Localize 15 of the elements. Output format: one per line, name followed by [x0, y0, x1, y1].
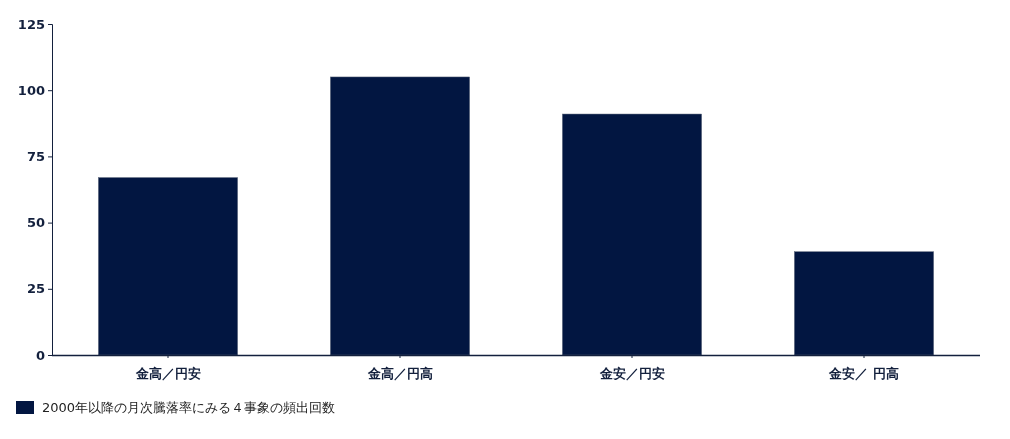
y-tick-label: 25: [26, 281, 45, 297]
x-tick-label: 金高／円安: [134, 365, 201, 381]
x-tick-label: 金安／円安: [598, 365, 665, 381]
x-tick-label: 金高／円高: [366, 365, 433, 381]
bar: [794, 251, 934, 356]
y-tick-label: 100: [17, 82, 45, 98]
y-tick-label: 0: [35, 347, 45, 363]
bar: [98, 177, 238, 356]
bar: [330, 76, 470, 356]
x-tick-label: 金安／ 円高: [828, 365, 899, 381]
y-tick-label: 75: [26, 149, 45, 165]
legend-label: 2000年以降の月次騰落率にみる４事象の頻出回数: [42, 400, 336, 415]
bar: [562, 113, 702, 356]
y-tick-label: 50: [26, 215, 45, 231]
y-tick-label: 125: [17, 16, 45, 32]
